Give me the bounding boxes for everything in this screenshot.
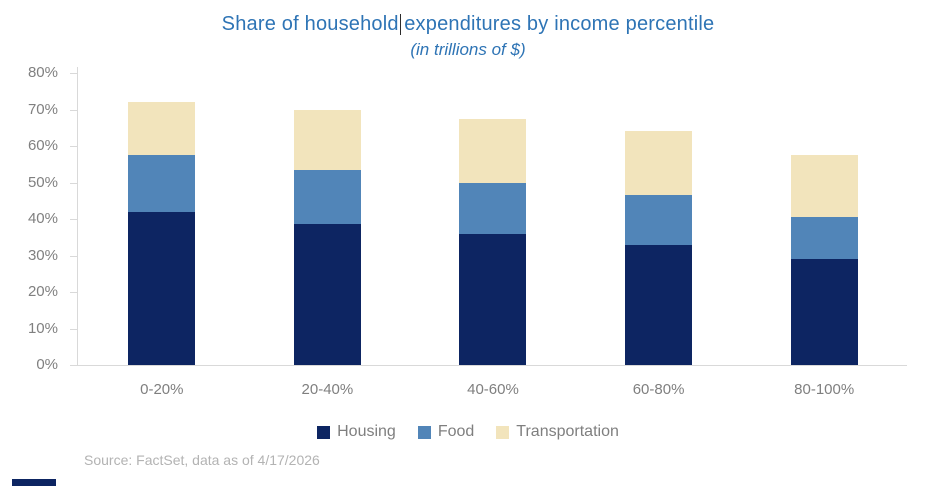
y-axis-tick xyxy=(70,292,77,293)
stacked-bar-60-80pct[interactable] xyxy=(625,131,693,365)
y-axis-tick-label: 20% xyxy=(27,283,58,300)
chart-subtitle: (in trillions of $) xyxy=(410,40,526,59)
x-axis-category-label: 20-40% xyxy=(301,381,354,398)
bar-segment-transportation[interactable] xyxy=(128,102,196,156)
chart-title[interactable]: Share of household expenditures by income… xyxy=(0,13,936,36)
bar-segment-housing[interactable] xyxy=(625,244,693,365)
decorative-corner-strip xyxy=(12,479,56,486)
y-axis-tick xyxy=(70,365,77,366)
y-axis-tick-label: 30% xyxy=(27,246,58,264)
y-axis-tick-label: 40% xyxy=(27,210,58,227)
legend-swatch-transportation xyxy=(496,425,510,439)
y-axis-tick xyxy=(70,109,77,111)
x-axis-category-label: 80-100% xyxy=(794,381,855,398)
legend-swatch-housing xyxy=(317,425,331,439)
bar-slot xyxy=(576,73,742,365)
chart-title-text-before-cursor: Share of household xyxy=(221,13,399,35)
bar-segment-housing[interactable] xyxy=(790,259,858,365)
x-axis-category-label: 0-20% xyxy=(140,381,184,398)
x-axis-category-label: 60-80% xyxy=(632,381,685,398)
y-axis-tick xyxy=(70,328,77,330)
y-axis-tick xyxy=(70,146,77,147)
bar-segment-housing[interactable] xyxy=(459,233,527,365)
chart-title-text-after-cursor: expenditures by income percentile xyxy=(404,13,715,35)
bar-slot xyxy=(79,73,245,365)
legend-label: Transportation xyxy=(516,423,619,440)
legend-item-housing[interactable]: Housing xyxy=(317,423,396,441)
bar-slot xyxy=(741,73,907,365)
bar-segment-transportation[interactable] xyxy=(790,155,858,218)
bar-segment-housing[interactable] xyxy=(293,224,361,365)
x-axis-baseline xyxy=(77,365,907,366)
legend-item-transportation[interactable]: Transportation xyxy=(496,423,619,441)
legend-label: Food xyxy=(437,423,475,440)
y-axis-tick-label: 10% xyxy=(27,319,58,337)
bar-slot xyxy=(410,73,576,365)
bar-segment-food[interactable] xyxy=(625,195,693,245)
bar-segment-transportation[interactable] xyxy=(293,109,361,170)
stacked-bar-40-60pct[interactable] xyxy=(459,118,527,365)
y-axis-tick-label: 0% xyxy=(36,356,58,373)
bar-segment-food[interactable] xyxy=(293,169,361,225)
y-axis-tick-label: 50% xyxy=(27,173,58,191)
text-cursor xyxy=(399,14,402,35)
y-axis-tick-label: 70% xyxy=(27,100,58,118)
stacked-bar-0-20pct[interactable] xyxy=(128,102,196,365)
y-axis-tick xyxy=(70,182,77,184)
y-axis-tick-label: 60% xyxy=(27,137,58,154)
source-note: Source: FactSet, data as of 4/17/2026 xyxy=(84,452,320,468)
legend: Housing Food Transportation xyxy=(0,423,936,441)
bar-segment-food[interactable] xyxy=(459,182,527,234)
y-axis-tick-label: 80% xyxy=(27,64,58,81)
bar-segment-transportation[interactable] xyxy=(625,131,693,196)
y-axis-tick xyxy=(70,73,77,74)
plot-area xyxy=(79,73,907,365)
x-axis-category-label: 40-60% xyxy=(467,381,519,398)
stacked-bar-80-100pct[interactable] xyxy=(790,155,858,365)
bar-slot xyxy=(245,73,411,365)
bar-segment-housing[interactable] xyxy=(128,211,196,365)
y-axis-line xyxy=(77,67,78,366)
legend-swatch-food xyxy=(417,425,431,439)
bar-segment-transportation[interactable] xyxy=(459,118,527,183)
legend-item-food[interactable]: Food xyxy=(417,423,475,441)
x-axis-category-labels: 0-20% 20-40% 40-60% 60-80% 80-100% xyxy=(79,381,907,398)
y-axis-tick xyxy=(70,255,77,257)
legend-label: Housing xyxy=(337,423,396,440)
stacked-bar-20-40pct[interactable] xyxy=(293,109,361,365)
bar-segment-food[interactable] xyxy=(790,217,858,260)
y-axis-tick xyxy=(70,219,77,220)
bar-segment-food[interactable] xyxy=(128,155,196,212)
